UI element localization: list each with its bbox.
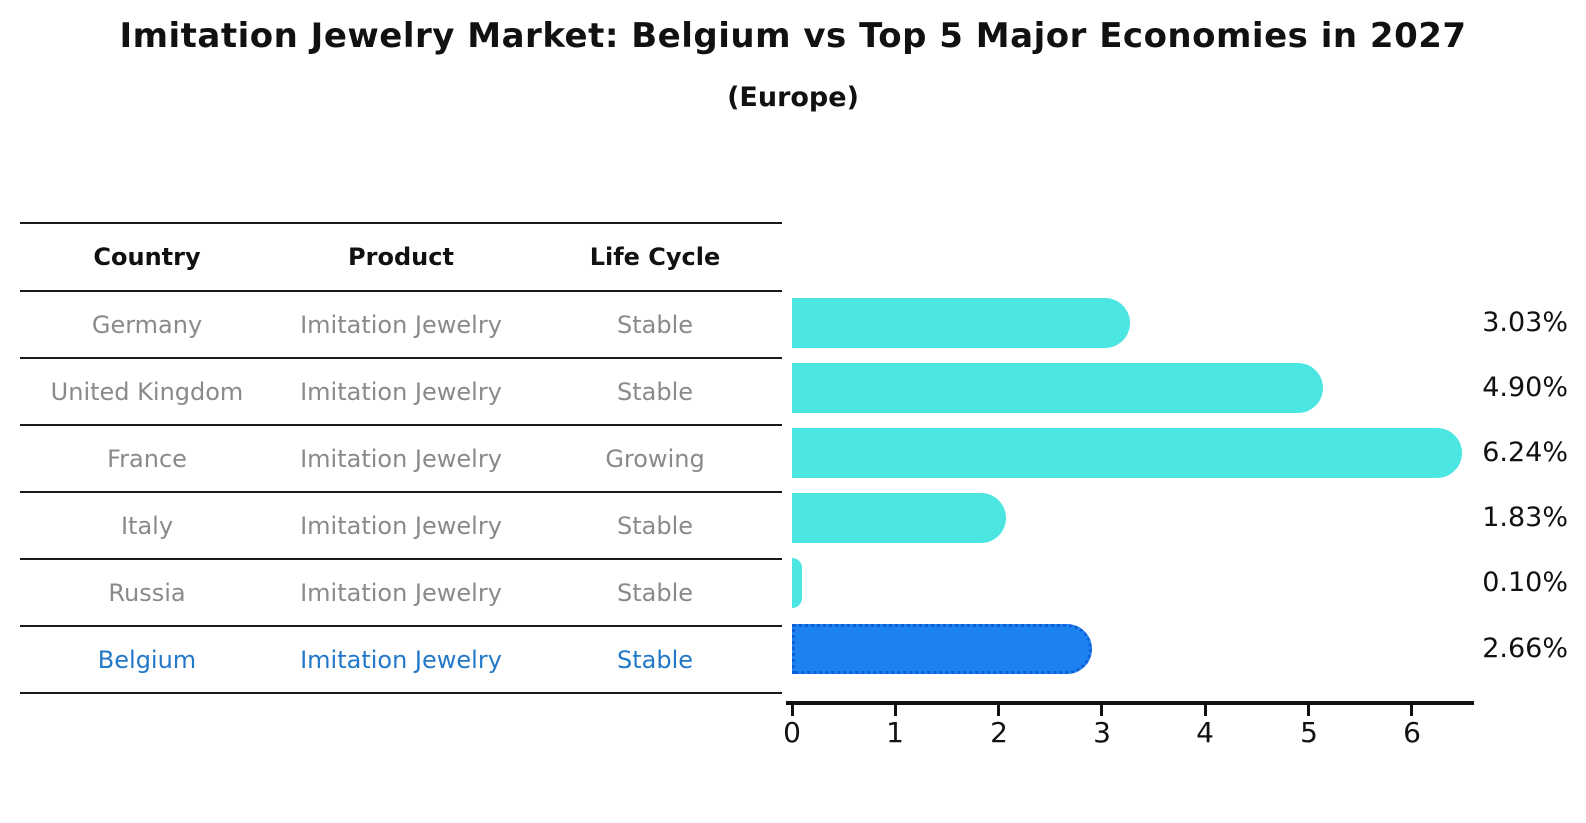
table-row-france: France Imitation Jewelry Growing [20, 426, 782, 493]
x-tick-label: 0 [783, 716, 801, 749]
cell-product: Imitation Jewelry [300, 645, 502, 674]
x-tick [894, 705, 897, 716]
cell-country: Germany [91, 310, 203, 339]
cell-product: Imitation Jewelry [300, 511, 502, 540]
cell-product: Imitation Jewelry [300, 444, 502, 473]
chart-title: Imitation Jewelry Market: Belgium vs Top… [119, 16, 1467, 56]
cell-life-cycle: Stable [616, 578, 694, 607]
cell-life-cycle: Growing [605, 444, 705, 473]
cell-product: Imitation Jewelry [300, 310, 502, 339]
bar-russia [792, 558, 802, 609]
x-tick-label: 3 [1093, 716, 1111, 749]
x-tick-label: 6 [1403, 716, 1421, 749]
x-tick [1204, 705, 1207, 716]
country-table: Country Product Life Cycle Germany Imitat… [20, 222, 782, 694]
table-row-italy: Italy Imitation Jewelry Stable [20, 493, 782, 560]
cell-product: Imitation Jewelry [300, 377, 502, 406]
table-row-belgium: Belgium Imitation Jewelry Stable [20, 627, 782, 694]
bar-italy [792, 493, 1006, 544]
value-label: 6.24% [1482, 437, 1568, 468]
cell-product: Imitation Jewelry [300, 578, 502, 607]
header-product: Product [348, 243, 454, 271]
x-tick-label: 4 [1196, 716, 1214, 749]
chart-subtitle: (Europe) [727, 82, 859, 113]
cell-country: United Kingdom [50, 377, 244, 406]
cell-life-cycle: Stable [616, 310, 694, 339]
table-row-russia: Russia Imitation Jewelry Stable [20, 560, 782, 627]
cell-country: France [107, 444, 187, 473]
cell-country: Belgium [97, 645, 197, 674]
cell-life-cycle: Stable [616, 511, 694, 540]
bar-france [792, 428, 1462, 478]
header-life-cycle: Life Cycle [589, 243, 721, 271]
value-label: 4.90% [1482, 371, 1568, 403]
header-country: Country [93, 243, 201, 271]
bar-belgium [792, 623, 1092, 674]
table-header-row: Country Product Life Cycle [20, 224, 782, 292]
cell-life-cycle: Stable [616, 377, 694, 406]
x-tick [1307, 705, 1310, 716]
x-axis-line [786, 701, 1474, 705]
cell-country: Russia [108, 578, 186, 607]
value-label: 2.66% [1482, 632, 1568, 664]
table-row-germany: Germany Imitation Jewelry Stable [20, 292, 782, 359]
x-tick-label: 2 [990, 716, 1008, 749]
x-tick [791, 705, 794, 716]
bar-united-kingdom [792, 362, 1323, 413]
x-tick [1410, 705, 1413, 716]
x-tick [1100, 705, 1103, 716]
x-tick [997, 705, 1000, 716]
cell-country: Italy [120, 511, 174, 540]
value-label: 0.10% [1482, 567, 1568, 599]
value-label: 3.03% [1482, 306, 1568, 338]
x-tick-label: 5 [1300, 716, 1318, 749]
value-label: 1.83% [1482, 502, 1568, 534]
bar-germany [792, 297, 1130, 348]
cell-life-cycle: Stable [616, 645, 694, 674]
x-tick-label: 1 [886, 716, 904, 749]
table-row-united-kingdom: United Kingdom Imitation Jewelry Stable [20, 359, 782, 426]
